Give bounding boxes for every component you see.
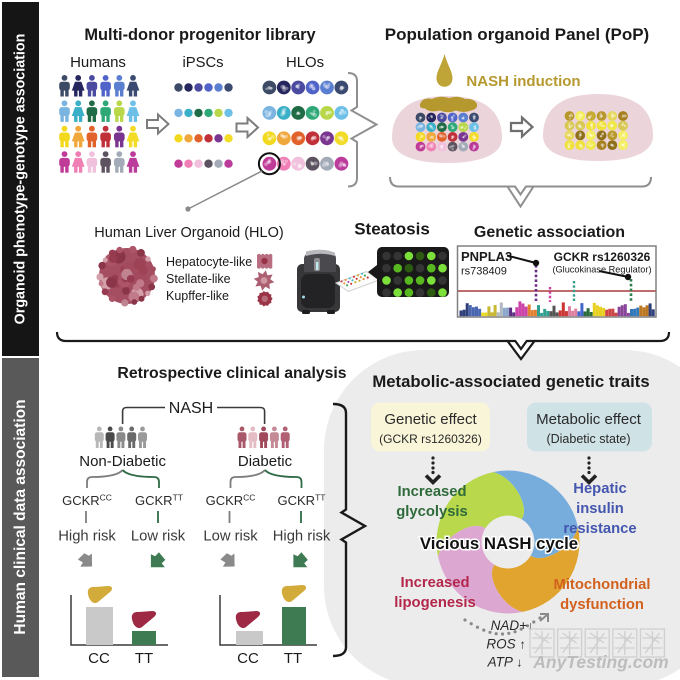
svg-text:GCKRCC: GCKRCC <box>206 493 256 509</box>
svg-text:Increased: Increased <box>397 484 466 500</box>
svg-text:Steatosis: Steatosis <box>354 220 430 239</box>
svg-text:(Diabetic state): (Diabetic state) <box>546 432 630 446</box>
svg-text:Low risk: Low risk <box>203 529 258 545</box>
svg-text:dysfunction: dysfunction <box>560 597 644 613</box>
svg-text:Humans: Humans <box>70 54 126 71</box>
svg-text:insulin: insulin <box>576 501 624 517</box>
svg-text:TT: TT <box>135 650 153 667</box>
svg-text:HLOs: HLOs <box>286 55 324 71</box>
svg-text:Genetic effect: Genetic effect <box>384 411 477 428</box>
svg-text:GCKRTT: GCKRTT <box>278 493 326 509</box>
svg-text:CC: CC <box>88 650 110 667</box>
svg-text:resistance: resistance <box>563 521 636 537</box>
svg-text:Non-Diabetic: Non-Diabetic <box>79 453 166 470</box>
svg-text:High risk: High risk <box>273 529 331 545</box>
svg-text:NAD+↓: NAD+↓ <box>491 618 534 633</box>
svg-text:GCKR rs1260326: GCKR rs1260326 <box>554 250 651 264</box>
svg-text:Human Liver Organoid (HLO): Human Liver Organoid (HLO) <box>94 225 283 241</box>
svg-text:Low risk: Low risk <box>131 529 186 545</box>
svg-text:NASH: NASH <box>169 400 213 417</box>
svg-text:iPSCs: iPSCs <box>182 55 223 71</box>
svg-text:rs738409: rs738409 <box>461 266 507 278</box>
svg-text:Multi-donor progenitor library: Multi-donor progenitor library <box>84 26 316 44</box>
svg-text:Metabolic-associated genetic t: Metabolic-associated genetic traits <box>372 372 649 391</box>
svg-text:GCKRTT: GCKRTT <box>135 493 183 509</box>
svg-text:Increased: Increased <box>400 575 469 591</box>
svg-text:GCKRCC: GCKRCC <box>62 493 112 509</box>
svg-text:(Glucokinase Regulator): (Glucokinase Regulator) <box>552 265 651 275</box>
svg-text:Organoid phenotype-genotype as: Organoid phenotype-genotype association <box>13 34 29 325</box>
svg-text:CC: CC <box>237 650 259 667</box>
svg-text:Vicious NASH cycle: Vicious NASH cycle <box>420 534 578 553</box>
svg-text:Population organoid Panel (PoP: Population organoid Panel (PoP) <box>385 25 649 44</box>
svg-text:Genetic association: Genetic association <box>474 224 625 241</box>
svg-text:Stellate-like: Stellate-like <box>166 272 231 286</box>
svg-text:PNPLA3: PNPLA3 <box>461 249 512 264</box>
svg-text:(GCKR rs1260326): (GCKR rs1260326) <box>379 432 482 446</box>
svg-text:Hepatocyte-like: Hepatocyte-like <box>166 255 252 269</box>
svg-text:Metabolic effect: Metabolic effect <box>536 411 642 428</box>
svg-text:High risk: High risk <box>58 529 116 545</box>
svg-text:glycolysis: glycolysis <box>396 504 468 520</box>
svg-text:ROS ↑: ROS ↑ <box>486 637 525 652</box>
svg-text:lipogenesis: lipogenesis <box>394 595 475 611</box>
svg-text:Mitochondrial: Mitochondrial <box>554 577 651 593</box>
svg-text:Diabetic: Diabetic <box>238 453 293 470</box>
svg-text:ATP ↓: ATP ↓ <box>487 655 523 670</box>
svg-text:Human clinical data associatio: Human clinical data association <box>12 399 29 634</box>
svg-text:Kupffer-like: Kupffer-like <box>166 289 229 303</box>
svg-text:NASH induction: NASH induction <box>466 73 580 90</box>
svg-text:Hepatic: Hepatic <box>573 481 626 497</box>
svg-text:Retrospective clinical analysi: Retrospective clinical analysis <box>117 365 346 382</box>
svg-text:TT: TT <box>284 650 302 667</box>
svg-text:AnyTesting.com: AnyTesting.com <box>532 652 668 672</box>
